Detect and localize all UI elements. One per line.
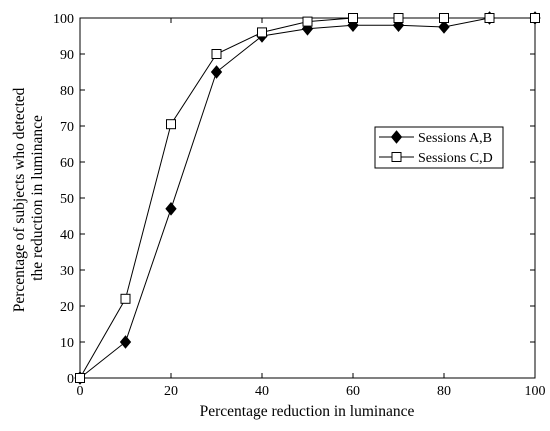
x-tick-label: 0 xyxy=(77,384,84,399)
data-point-square xyxy=(348,13,358,23)
y-tick-label: 50 xyxy=(60,192,74,207)
legend-item-sessions-cd: Sessions C,D xyxy=(379,151,493,166)
data-point-square xyxy=(211,49,222,59)
y-tick-label: 30 xyxy=(60,264,74,279)
x-tick-label: 40 xyxy=(255,384,269,399)
data-point-square xyxy=(530,13,540,23)
data-point-diamond xyxy=(119,335,132,349)
y-axis-label: Percentage of subjects who detected the … xyxy=(11,84,46,313)
data-point-diamond xyxy=(210,65,223,79)
x-tick-label: 100 xyxy=(525,384,546,399)
legend-marker-square xyxy=(391,152,402,162)
y-tick-label: 80 xyxy=(60,84,74,99)
y-axis-label-line-1: Percentage of subjects who detected xyxy=(11,87,28,312)
y-tick-label: 10 xyxy=(60,336,74,351)
x-tick-label: 20 xyxy=(164,384,178,399)
data-point-square xyxy=(166,119,176,130)
x-axis-label: Percentage reduction in luminance xyxy=(200,403,415,420)
y-tick-label: 100 xyxy=(53,12,74,27)
data-point-square xyxy=(393,13,404,23)
data-point-square xyxy=(439,13,449,23)
legend: Sessions A,B Sessions C,D xyxy=(374,126,504,169)
series-sessions-cd xyxy=(75,13,540,383)
x-tick-label: 80 xyxy=(437,384,451,399)
data-point-square xyxy=(302,16,313,27)
y-tick-label: 40 xyxy=(60,228,74,243)
data-point-diamond xyxy=(165,202,177,216)
data-point-diamond xyxy=(438,20,450,34)
series-layer xyxy=(74,11,541,385)
legend-marker-diamond xyxy=(390,130,403,144)
y-tick-label: 70 xyxy=(60,120,74,135)
legend-item-sessions-ab: Sessions A,B xyxy=(379,130,492,146)
data-point-square xyxy=(75,373,85,383)
y-tick-label: 90 xyxy=(60,48,74,63)
y-tick-label: 60 xyxy=(60,156,74,171)
y-axis-label-line-2: the reduction in luminance xyxy=(29,115,46,281)
data-point-square xyxy=(484,13,495,23)
y-tick-label: 20 xyxy=(60,300,74,315)
y-tick-label: 0 xyxy=(67,372,74,387)
legend-label-sessions-ab: Sessions A,B xyxy=(418,131,492,146)
data-point-square xyxy=(120,293,131,304)
legend-label-sessions-cd: Sessions C,D xyxy=(418,151,493,166)
data-point-square xyxy=(257,27,267,38)
x-tick-label: 60 xyxy=(346,384,360,399)
